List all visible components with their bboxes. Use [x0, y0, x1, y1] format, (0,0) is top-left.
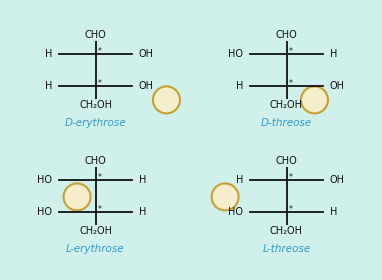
Text: CHO: CHO — [85, 30, 106, 40]
Text: H: H — [139, 175, 146, 185]
Text: HO: HO — [228, 49, 243, 59]
Text: H: H — [45, 49, 52, 59]
Text: H: H — [330, 49, 337, 59]
Text: HO: HO — [37, 175, 52, 185]
Text: *: * — [97, 46, 101, 56]
Text: OH: OH — [139, 81, 154, 91]
Text: *: * — [97, 172, 101, 182]
Text: CH₂OH: CH₂OH — [79, 100, 112, 110]
Text: HO: HO — [37, 207, 52, 217]
Text: HO: HO — [228, 207, 243, 217]
Circle shape — [301, 87, 328, 113]
Text: *: * — [97, 79, 101, 88]
Text: L-threose: L-threose — [262, 244, 311, 254]
Text: *: * — [288, 46, 292, 56]
Text: CH₂OH: CH₂OH — [270, 226, 303, 236]
Text: L-erythrose: L-erythrose — [66, 244, 125, 254]
Text: H: H — [330, 207, 337, 217]
Text: *: * — [288, 172, 292, 182]
Text: D-threose: D-threose — [261, 118, 312, 128]
Circle shape — [212, 183, 239, 210]
Text: H: H — [236, 175, 243, 185]
Text: D-erythrose: D-erythrose — [65, 118, 126, 128]
Text: *: * — [97, 205, 101, 214]
Text: OH: OH — [139, 49, 154, 59]
Text: CHO: CHO — [85, 156, 106, 166]
Text: *: * — [288, 205, 292, 214]
Circle shape — [63, 183, 91, 210]
Text: CHO: CHO — [276, 156, 297, 166]
Text: OH: OH — [330, 81, 345, 91]
Circle shape — [153, 87, 180, 113]
Text: CHO: CHO — [276, 30, 297, 40]
Text: *: * — [288, 79, 292, 88]
Text: CH₂OH: CH₂OH — [270, 100, 303, 110]
Text: H: H — [45, 81, 52, 91]
Text: H: H — [236, 81, 243, 91]
Text: H: H — [139, 207, 146, 217]
Text: OH: OH — [330, 175, 345, 185]
Text: CH₂OH: CH₂OH — [79, 226, 112, 236]
